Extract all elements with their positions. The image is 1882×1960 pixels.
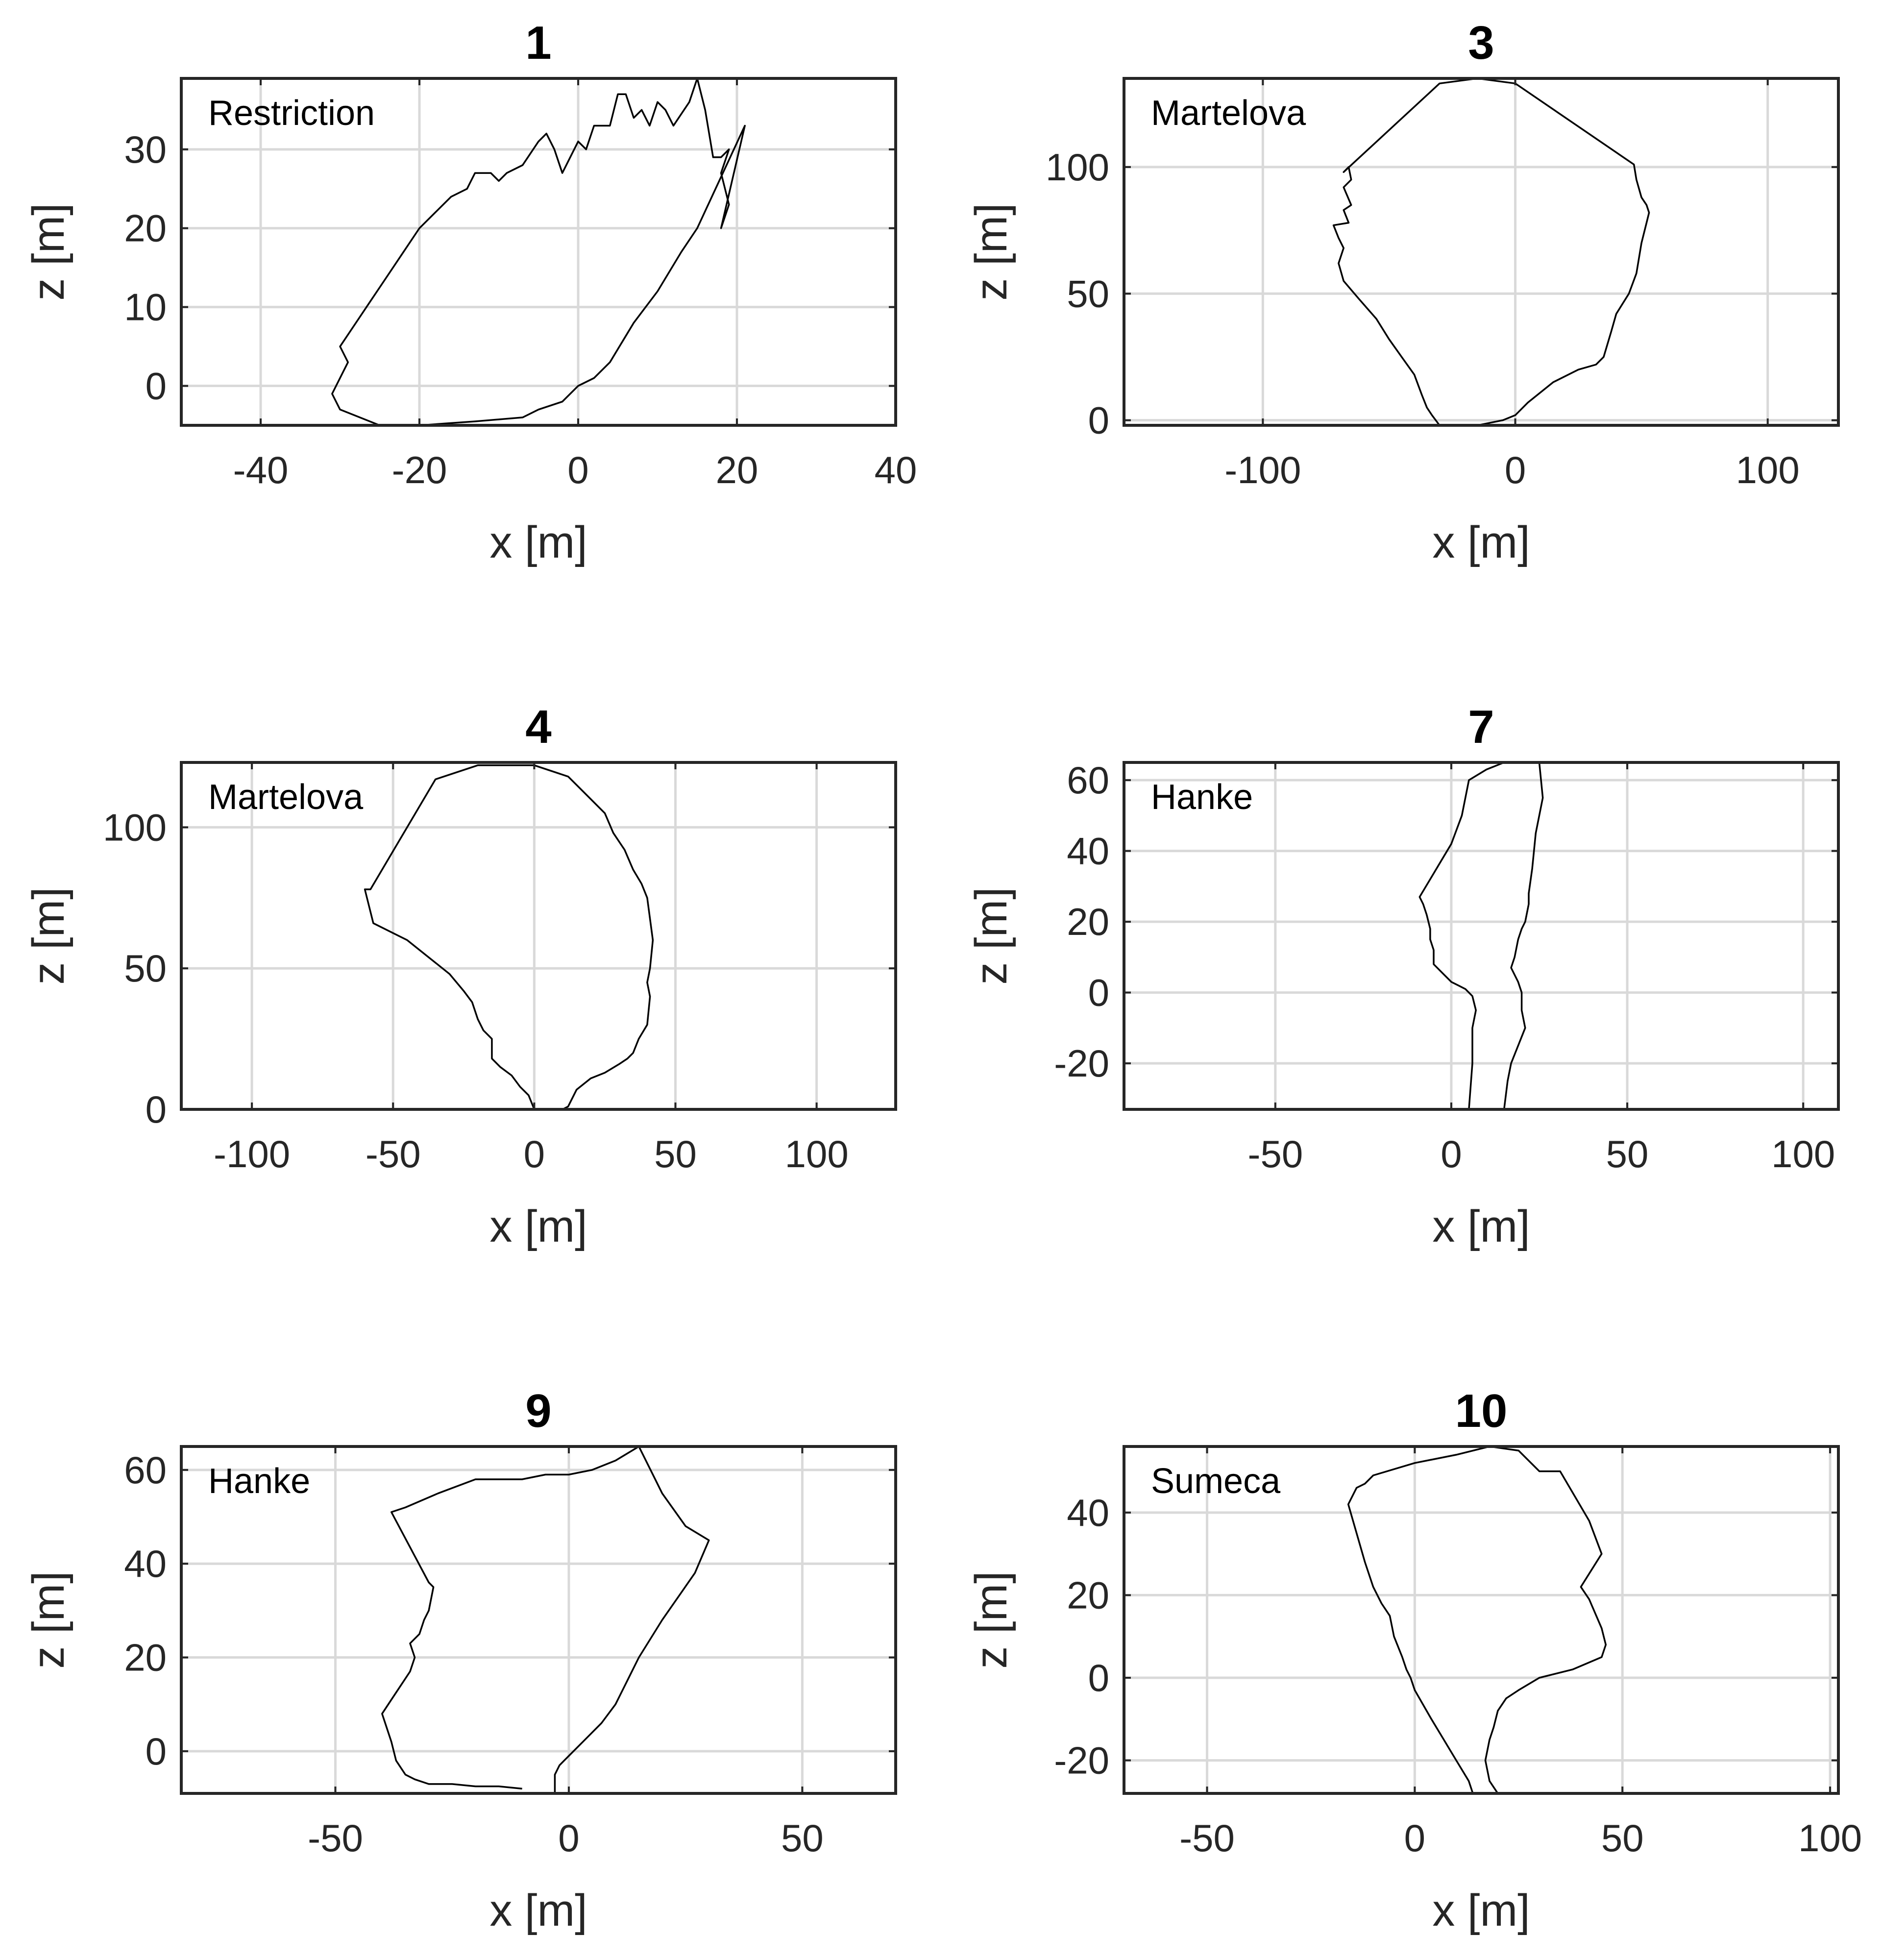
location-annotation: Sumeca	[1151, 1462, 1281, 1501]
x-tick-label: 0	[558, 1816, 579, 1860]
x-tick-label: -20	[392, 448, 447, 491]
subplot-title: 1	[525, 17, 551, 69]
section-outline-line	[364, 764, 654, 1109]
y-tick-label: 50	[124, 947, 167, 990]
subplot-9: -50 0 50 0 20 40 60 9 x [m] z [m] Hanke	[24, 1385, 897, 1936]
subplot-title: 10	[1455, 1385, 1508, 1437]
axes-frame	[180, 77, 897, 427]
x-tick-label: 0	[1505, 448, 1526, 491]
section-outline-line	[1347, 1446, 1607, 1793]
location-annotation: Martelova	[208, 778, 364, 817]
x-axis-label: x [m]	[1432, 517, 1530, 567]
axes-frame	[180, 761, 897, 1111]
x-tick-label: 100	[1736, 448, 1800, 491]
y-tick-label: 40	[1067, 830, 1109, 873]
location-annotation: Hanke	[208, 1462, 310, 1501]
y-tick-label: 0	[1088, 1656, 1109, 1699]
subplot-7: -50 0 50 100 -20 0 20 40 60 7 x [m] z [m] Hanke	[966, 701, 1840, 1251]
x-tick-label: -50	[308, 1816, 363, 1860]
y-tick-label: 0	[146, 1730, 167, 1773]
y-tick-label: 0	[1088, 971, 1109, 1014]
y-tick-label: 20	[124, 1636, 167, 1679]
y-tick-label: 50	[1067, 272, 1109, 315]
subplot-title: 4	[525, 701, 551, 753]
y-tick-label: 0	[146, 1088, 167, 1131]
section-outline-line	[331, 78, 746, 425]
section-outline-line	[381, 1446, 710, 1793]
x-tick-label: 100	[1798, 1816, 1862, 1860]
y-tick-label: 20	[124, 207, 167, 250]
section-outline-line	[1418, 762, 1544, 1109]
x-tick-label: 0	[524, 1132, 545, 1176]
x-tick-label: 100	[1771, 1132, 1835, 1176]
y-tick-label: 60	[1067, 759, 1109, 802]
subplot-10: -50 0 50 100 -20 0 20 40 10 x [m] z [m] Sumeca	[966, 1385, 1862, 1936]
y-axis-label: z [m]	[24, 203, 73, 300]
x-axis-label: x [m]	[1432, 1886, 1530, 1936]
x-tick-label: -100	[214, 1132, 290, 1176]
x-axis-label: x [m]	[489, 517, 587, 567]
x-tick-label: -50	[1247, 1132, 1303, 1176]
y-tick-label: 60	[124, 1448, 167, 1492]
y-tick-label: 20	[1067, 1573, 1109, 1617]
x-tick-label: -100	[1224, 448, 1301, 491]
subplot-title: 3	[1468, 17, 1494, 69]
x-tick-label: 50	[1606, 1132, 1649, 1176]
y-tick-label: 20	[1067, 900, 1109, 943]
y-tick-label: 40	[1067, 1491, 1109, 1534]
x-tick-label: 0	[1441, 1132, 1462, 1176]
y-axis-label: z [m]	[966, 1571, 1016, 1668]
x-tick-label: 50	[654, 1132, 697, 1176]
y-tick-label: 0	[146, 365, 167, 408]
y-tick-label: -20	[1054, 1739, 1109, 1782]
x-tick-label: 40	[875, 448, 917, 491]
subplot-3: -100 0 100 0 50 100 3 x [m] z [m] Martelova	[966, 17, 1840, 567]
x-axis-label: x [m]	[1432, 1201, 1530, 1251]
y-axis-label: z [m]	[24, 1571, 73, 1668]
x-tick-label: 0	[567, 448, 588, 491]
axes-frame	[1123, 77, 1840, 427]
y-tick-label: 0	[1088, 399, 1109, 442]
axes-frame	[1123, 1445, 1840, 1795]
subplot-title: 9	[525, 1385, 551, 1437]
x-tick-label: -50	[1179, 1816, 1235, 1860]
axes-frame	[1123, 761, 1840, 1111]
y-tick-label: 100	[103, 806, 167, 849]
y-tick-label: 30	[124, 128, 167, 171]
y-tick-label: -20	[1054, 1042, 1109, 1085]
y-tick-label: 40	[124, 1542, 167, 1585]
location-annotation: Restriction	[208, 94, 375, 133]
y-axis-label: z [m]	[24, 887, 73, 984]
x-axis-label: x [m]	[489, 1201, 587, 1251]
y-axis-label: z [m]	[966, 203, 1016, 300]
x-tick-label: 100	[785, 1132, 849, 1176]
section-outline-line	[1332, 78, 1650, 425]
x-tick-label: 0	[1404, 1816, 1425, 1860]
x-tick-label: -40	[233, 448, 289, 491]
x-tick-label: 50	[781, 1816, 824, 1860]
x-tick-label: 20	[716, 448, 758, 491]
x-axis-label: x [m]	[489, 1886, 587, 1936]
subplot-4: -100 -50 0 50 100 0 50 100 4 x [m] z [m] Martelova	[24, 701, 897, 1251]
subplot-title: 7	[1468, 701, 1494, 753]
x-tick-label: 50	[1601, 1816, 1644, 1860]
y-tick-label: 100	[1046, 146, 1109, 189]
subplot-1: -40 -20 0 20 40 0 10 20 30 1 x [m] z [m] Restriction	[24, 17, 917, 567]
location-annotation: Martelova	[1151, 94, 1306, 133]
y-axis-label: z [m]	[966, 887, 1016, 984]
y-tick-label: 10	[124, 286, 167, 329]
location-annotation: Hanke	[1151, 778, 1253, 817]
x-tick-label: -50	[366, 1132, 421, 1176]
axes-frame	[180, 1445, 897, 1795]
